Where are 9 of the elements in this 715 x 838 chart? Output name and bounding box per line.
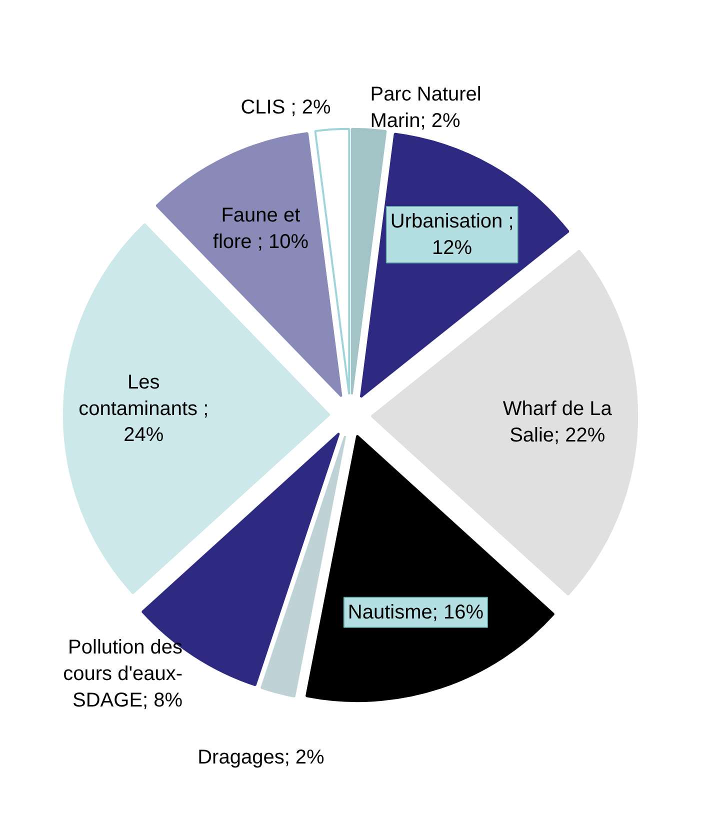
slice-label: Les contaminants ; 24%	[78, 371, 209, 446]
slice-label: Parc Naturel Marin; 2%	[370, 83, 482, 132]
slice-label: Urbanisation ; 12%	[390, 210, 514, 259]
slice-label: Dragages; 2%	[198, 746, 325, 769]
slice-label: Wharf de La Salie; 22%	[502, 398, 613, 446]
slice-label: Nautisme; 16%	[348, 601, 484, 624]
slice-label: Faune et flore ; 10%	[212, 204, 309, 253]
slice-label: CLIS ; 2%	[240, 96, 331, 119]
slice-label: Pollution des cours d'eaux-SDAGE; 8%	[63, 636, 183, 712]
